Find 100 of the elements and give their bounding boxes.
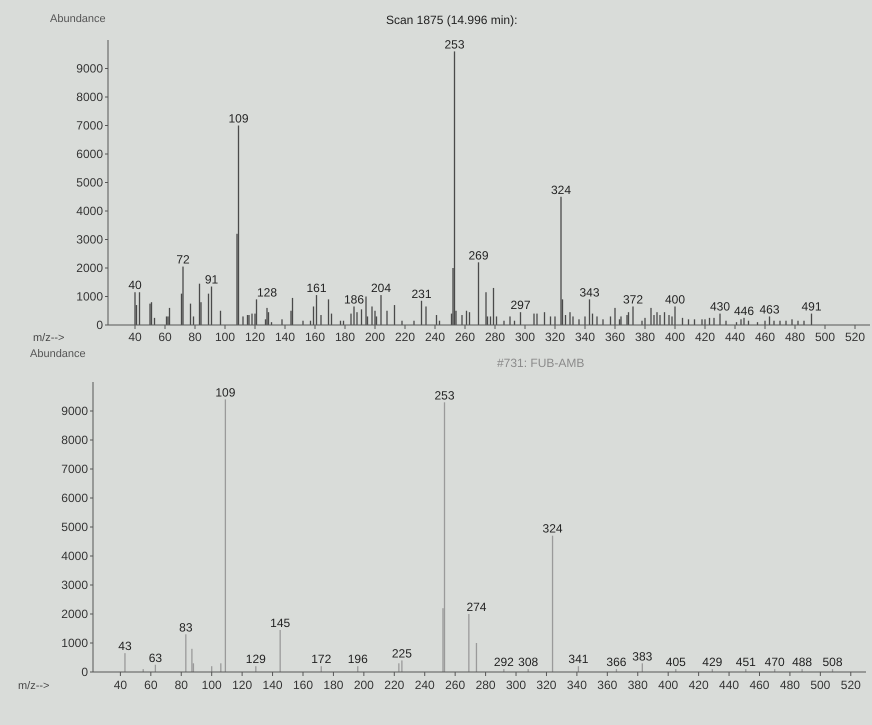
x-tick-label: 500 (814, 330, 836, 344)
annotation: 400 (664, 292, 686, 306)
x-tick-label: 240 (414, 678, 436, 692)
y-tick-label: 1000 (61, 636, 88, 650)
x-tick-label: 420 (688, 678, 709, 692)
x-tick-label: 180 (323, 678, 344, 692)
y-tick-label: 3000 (61, 578, 88, 592)
annotation: 274 (466, 600, 487, 614)
x-tick-label: 480 (784, 330, 806, 344)
annotation: 405 (666, 655, 686, 670)
y-tick-label: 4000 (76, 204, 104, 218)
y-tick-label: 9000 (76, 62, 104, 76)
x-tick-label: 320 (536, 678, 557, 692)
annotation: 451 (736, 655, 756, 670)
annotation: 43 (118, 639, 132, 654)
annotation: 196 (348, 652, 368, 666)
x-tick-label: 340 (566, 678, 588, 692)
x-tick-label: 140 (262, 678, 283, 692)
annotation: 366 (606, 655, 627, 670)
x-tick-label: 220 (384, 678, 405, 692)
y-tick-label: 3000 (76, 232, 104, 247)
x-tick-label: 460 (754, 330, 776, 344)
annotation: 83 (179, 620, 193, 634)
annotation: 463 (759, 302, 780, 316)
annotation: 269 (468, 248, 489, 262)
annotation: 91 (204, 272, 218, 287)
annotation: 225 (392, 646, 412, 660)
chart-title: #731: FUB-AMB (497, 356, 584, 370)
annotation: 383 (632, 649, 653, 664)
y-tick-label: 5000 (76, 176, 104, 190)
y-tick-label: 1000 (76, 290, 104, 304)
x-tick-label: 200 (354, 678, 374, 692)
x-tick-label: 260 (445, 678, 466, 692)
x-tick-label: 500 (810, 678, 831, 692)
x-tick-label: 220 (394, 330, 416, 344)
annotation: 341 (568, 652, 589, 666)
x-tick-label: 300 (506, 678, 526, 692)
x-tick-label: 400 (664, 330, 686, 344)
x-tick-label: 400 (658, 678, 679, 692)
x-tick-label: 360 (597, 678, 618, 692)
x-tick-label: 440 (719, 678, 740, 692)
y-tick-label: 0 (81, 665, 88, 680)
x-tick-label: 340 (574, 330, 596, 344)
y-tick-label: 6000 (61, 491, 88, 506)
chart-title: Scan 1875 (14.996 min): (386, 13, 518, 27)
annotation: 186 (344, 292, 364, 306)
x-tick-label: 200 (364, 330, 386, 344)
annotation: 72 (176, 252, 190, 267)
x-tick-label: 360 (604, 330, 626, 344)
annotation: 372 (622, 292, 644, 306)
annotation: 292 (494, 655, 514, 670)
y-tick-label: 2000 (61, 607, 88, 622)
x-tick-label: 60 (158, 330, 172, 344)
x-tick-label: 140 (274, 330, 296, 344)
x-tick-label: 240 (424, 330, 446, 344)
annotation: 172 (311, 652, 332, 666)
x-tick-label: 60 (144, 678, 158, 692)
y-tick-label: 2000 (76, 261, 104, 276)
x-tick-label: 520 (844, 330, 866, 344)
y-axis-title: Abundance (50, 13, 106, 25)
x-tick-label: 300 (514, 330, 536, 344)
annotation: 128 (256, 285, 278, 300)
x-tick-label: 160 (304, 330, 326, 344)
annotation: 446 (734, 304, 754, 318)
y-tick-label: 4000 (61, 549, 88, 564)
x-tick-label: 380 (628, 678, 648, 692)
annotation: 231 (411, 286, 432, 301)
x-tick-label: 120 (244, 330, 266, 344)
y-tick-label: 7000 (76, 118, 104, 133)
y-tick-label: 8000 (76, 90, 104, 104)
x-axis-title: m/z--> (33, 332, 64, 344)
annotation: 308 (518, 655, 539, 670)
annotation: 508 (822, 655, 843, 670)
y-tick-label: 7000 (61, 462, 88, 476)
x-tick-label: 80 (188, 330, 202, 344)
x-tick-label: 260 (454, 330, 476, 344)
y-tick-label: 9000 (61, 404, 88, 418)
annotation: 343 (579, 285, 600, 300)
annotation: 40 (128, 278, 142, 292)
annotation: 297 (510, 298, 531, 312)
annotation: 491 (801, 300, 822, 314)
annotation: 324 (550, 182, 572, 197)
x-tick-label: 80 (174, 678, 188, 692)
x-tick-label: 440 (724, 330, 746, 344)
annotation: 324 (542, 522, 563, 536)
annotation: 161 (306, 281, 327, 296)
x-axis-title: m/z--> (18, 680, 50, 692)
annotation: 145 (270, 616, 290, 630)
x-tick-label: 280 (476, 678, 496, 692)
annotation: 204 (370, 281, 392, 296)
x-tick-label: 420 (694, 330, 716, 344)
x-tick-label: 100 (202, 678, 222, 692)
y-tick-label: 0 (96, 318, 104, 332)
annotation: 430 (710, 300, 730, 314)
x-tick-label: 100 (214, 330, 236, 344)
annotation: 63 (148, 650, 162, 665)
x-tick-label: 320 (544, 330, 566, 344)
x-tick-label: 280 (484, 330, 506, 344)
x-tick-label: 460 (749, 678, 770, 692)
y-tick-label: 6000 (76, 147, 104, 162)
